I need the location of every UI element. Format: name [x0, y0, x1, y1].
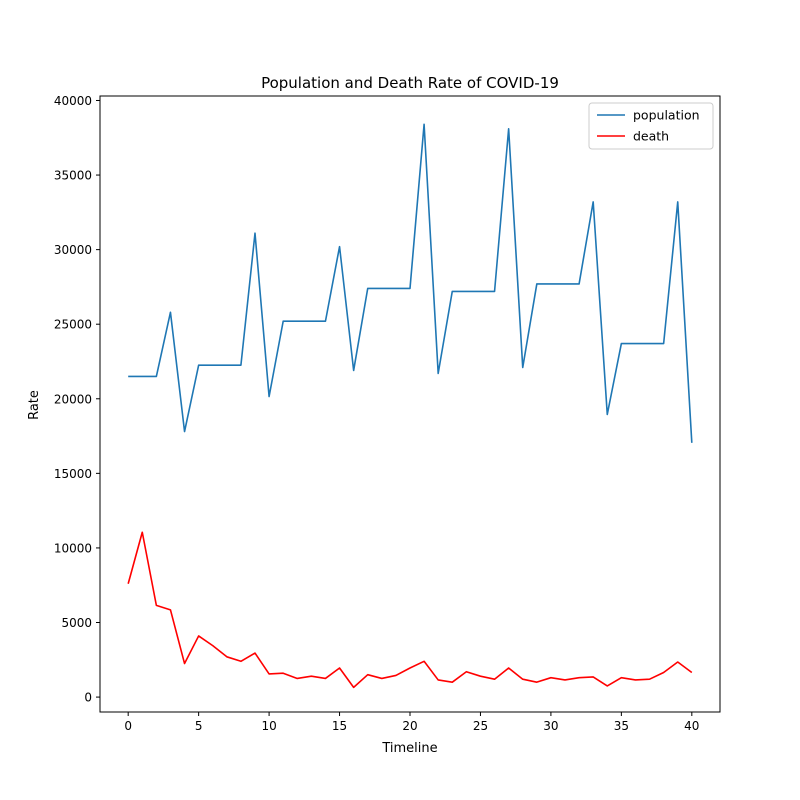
y-tick-label: 0 [84, 691, 92, 705]
y-tick-label: 35000 [54, 169, 92, 183]
x-axis-label: Timeline [381, 741, 437, 756]
y-axis-label: Rate [27, 390, 42, 420]
series-line-death [127, 531, 693, 689]
x-tick-label: 10 [261, 719, 276, 733]
y-tick-label: 20000 [54, 392, 92, 406]
y-tick-label: 30000 [54, 243, 92, 257]
chart-title: Population and Death Rate of COVID-19 [261, 74, 559, 92]
x-tick-label: 0 [124, 719, 132, 733]
legend: population death [588, 102, 714, 150]
x-tick-label: 5 [195, 719, 203, 733]
x-tick-label: 15 [332, 719, 347, 733]
x-tick-label: 30 [543, 719, 558, 733]
plot-area: 0 5 10 15 20 25 30 35 40 0 5000 10000 15000 20000 2500… [54, 94, 721, 733]
y-tick-label: 40000 [54, 94, 92, 108]
y-tick-label: 5000 [61, 616, 92, 630]
y-tick-label: 15000 [54, 467, 92, 481]
y-tick-label: 25000 [54, 318, 92, 332]
x-tick-label: 25 [473, 719, 488, 733]
x-tick-label: 35 [614, 719, 629, 733]
x-tick-label: 40 [684, 719, 699, 733]
legend-label-population: population [633, 108, 700, 123]
series-line-population [128, 123, 693, 443]
x-tick-label: 20 [402, 719, 417, 733]
y-tick-label: 10000 [54, 541, 92, 555]
legend-label-death: death [633, 129, 669, 144]
